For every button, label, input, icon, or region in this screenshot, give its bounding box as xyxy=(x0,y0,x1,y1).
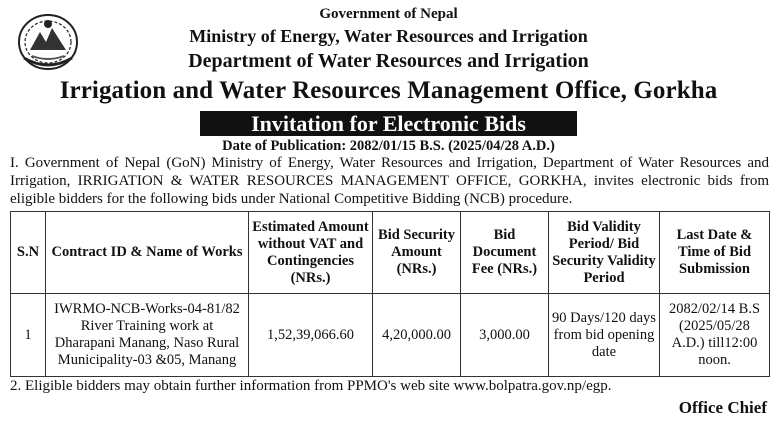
table-row: 1 IWRMO-NCB-Works-04-81/82 River Trainin… xyxy=(10,293,770,377)
cell-document-fee: 3,000.00 xyxy=(460,293,549,377)
office-heading: Irrigation and Water Resources Managemen… xyxy=(59,77,718,104)
further-info-note: 2. Eligible bidders may obtain further i… xyxy=(10,378,612,394)
signature: Office Chief xyxy=(678,398,767,417)
invitation-paragraph: I. Government of Nepal (GoN) Ministry of… xyxy=(10,155,769,207)
header-estimated-amount: Estimated Amount without VAT and Conting… xyxy=(248,211,373,294)
bids-table: S.N Contract ID & Name of Works Estimate… xyxy=(10,211,770,377)
header-sn: S.N xyxy=(10,211,46,294)
invitation-banner: Invitation for Electronic Bids xyxy=(200,111,577,136)
cell-sn: 1 xyxy=(10,293,46,377)
cell-contract-id: IWRMO-NCB-Works-04-81/82 River Training … xyxy=(45,293,249,377)
publication-date: Date of Publication: 2082/01/15 B.S. (20… xyxy=(222,138,555,154)
department-heading: Department of Water Resources and Irriga… xyxy=(188,50,589,72)
ministry-heading: Ministry of Energy, Water Resources and … xyxy=(189,26,588,46)
government-heading: Government of Nepal xyxy=(319,6,458,22)
header-bid-security: Bid Security Amount (NRs.) xyxy=(372,211,461,294)
header-validity-period: Bid Validity Period/ Bid Security Validi… xyxy=(548,211,660,294)
cell-bid-security: 4,20,000.00 xyxy=(372,293,461,377)
cell-last-date: 2082/02/14 B.S (2025/05/28 A.D.) till12:… xyxy=(659,293,770,377)
header-contract-id: Contract ID & Name of Works xyxy=(45,211,249,294)
header-last-date: Last Date & Time of Bid Submission xyxy=(659,211,770,294)
nepal-emblem-icon xyxy=(16,12,80,74)
cell-estimated-amount: 1,52,39,066.60 xyxy=(248,293,373,377)
header-document-fee: Bid Document Fee (NRs.) xyxy=(460,211,549,294)
cell-validity-period: 90 Days/120 days from bid opening date xyxy=(548,293,660,377)
table-header-row: S.N Contract ID & Name of Works Estimate… xyxy=(10,211,770,294)
